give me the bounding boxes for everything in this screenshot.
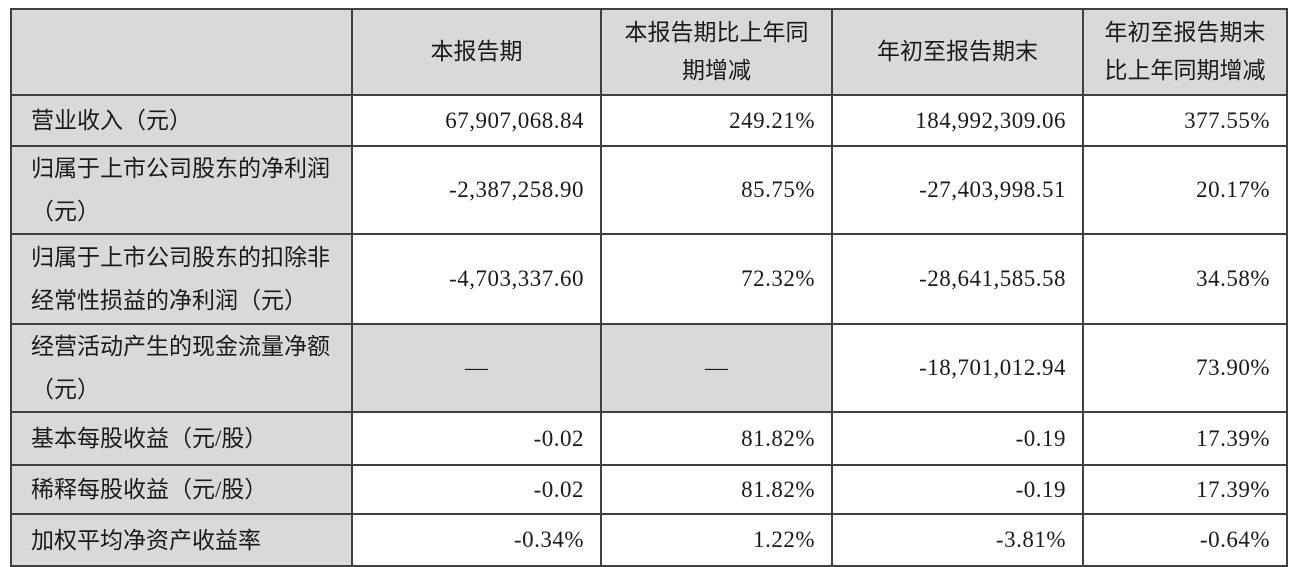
value-cell: -4,703,337.60 bbox=[351, 233, 602, 325]
value-cell: -18,701,012.94 bbox=[831, 323, 1084, 413]
value-cell: 1.22% bbox=[600, 513, 833, 567]
value-cell: -2,387,258.90 bbox=[351, 145, 602, 235]
row-label-net-profit-excl-nonrecurring: 归属于上市公司股东的扣除非 经常性损益的净利润（元） bbox=[10, 233, 353, 325]
table-row: 基本每股收益（元/股） -0.02 81.82% -0.19 17.39% bbox=[10, 411, 1288, 466]
value-cell: 67,907,068.84 bbox=[351, 94, 602, 147]
value-cell: -0.19 bbox=[831, 464, 1084, 515]
value-cell: 20.17% bbox=[1082, 145, 1288, 235]
table-row: 归属于上市公司股东的净利润 （元） -2,387,258.90 85.75% -… bbox=[10, 145, 1288, 235]
value-cell: -0.34% bbox=[351, 513, 602, 567]
value-cell: 81.82% bbox=[600, 411, 833, 466]
table-row: 稀释每股收益（元/股） -0.02 81.82% -0.19 17.39% bbox=[10, 464, 1288, 515]
value-cell-empty-dash: — bbox=[600, 323, 833, 413]
row-label-diluted-eps: 稀释每股收益（元/股） bbox=[10, 464, 353, 515]
row-label-net-profit-attributable: 归属于上市公司股东的净利润 （元） bbox=[10, 145, 353, 235]
row-label-operating-cash-flow: 经营活动产生的现金流量净额 （元） bbox=[10, 323, 353, 413]
header-cell-current-period-yoy-change: 本报告期比上年同 期增减 bbox=[600, 8, 833, 96]
table-header-row: 本报告期 本报告期比上年同 期增减 年初至报告期末 年初至报告期末 比上年同期增… bbox=[10, 8, 1288, 96]
value-cell: 72.32% bbox=[600, 233, 833, 325]
value-cell: 377.55% bbox=[1082, 94, 1288, 147]
value-cell: 34.58% bbox=[1082, 233, 1288, 325]
value-cell: 85.75% bbox=[600, 145, 833, 235]
value-cell: -0.02 bbox=[351, 464, 602, 515]
value-cell: -27,403,998.51 bbox=[831, 145, 1084, 235]
value-cell: -28,641,585.58 bbox=[831, 233, 1084, 325]
header-cell-blank bbox=[10, 8, 353, 96]
header-cell-year-to-date: 年初至报告期末 bbox=[831, 8, 1084, 96]
value-cell: 184,992,309.06 bbox=[831, 94, 1084, 147]
table-row: 经营活动产生的现金流量净额 （元） — — -18,701,012.94 73.… bbox=[10, 323, 1288, 413]
header-cell-current-period: 本报告期 bbox=[351, 8, 602, 96]
value-cell: 81.82% bbox=[600, 464, 833, 515]
value-cell: 17.39% bbox=[1082, 411, 1288, 466]
value-cell: 73.90% bbox=[1082, 323, 1288, 413]
table-row: 加权平均净资产收益率 -0.34% 1.22% -3.81% -0.64% bbox=[10, 513, 1288, 567]
row-label-weighted-avg-roe: 加权平均净资产收益率 bbox=[10, 513, 353, 567]
value-cell: -0.64% bbox=[1082, 513, 1288, 567]
value-cell: 17.39% bbox=[1082, 464, 1288, 515]
value-cell-empty-dash: — bbox=[351, 323, 602, 413]
financial-summary-table: 本报告期 本报告期比上年同 期增减 年初至报告期末 年初至报告期末 比上年同期增… bbox=[10, 8, 1288, 567]
table-row: 归属于上市公司股东的扣除非 经常性损益的净利润（元） -4,703,337.60… bbox=[10, 233, 1288, 325]
value-cell: -0.02 bbox=[351, 411, 602, 466]
table-row: 营业收入（元） 67,907,068.84 249.21% 184,992,30… bbox=[10, 94, 1288, 147]
value-cell: 249.21% bbox=[600, 94, 833, 147]
header-cell-year-to-date-yoy-change: 年初至报告期末 比上年同期增减 bbox=[1082, 8, 1288, 96]
value-cell: -3.81% bbox=[831, 513, 1084, 567]
row-label-basic-eps: 基本每股收益（元/股） bbox=[10, 411, 353, 466]
key-financial-indicators-table: 本报告期 本报告期比上年同 期增减 年初至报告期末 年初至报告期末 比上年同期增… bbox=[10, 8, 1288, 567]
value-cell: -0.19 bbox=[831, 411, 1084, 466]
row-label-operating-revenue: 营业收入（元） bbox=[10, 94, 353, 147]
